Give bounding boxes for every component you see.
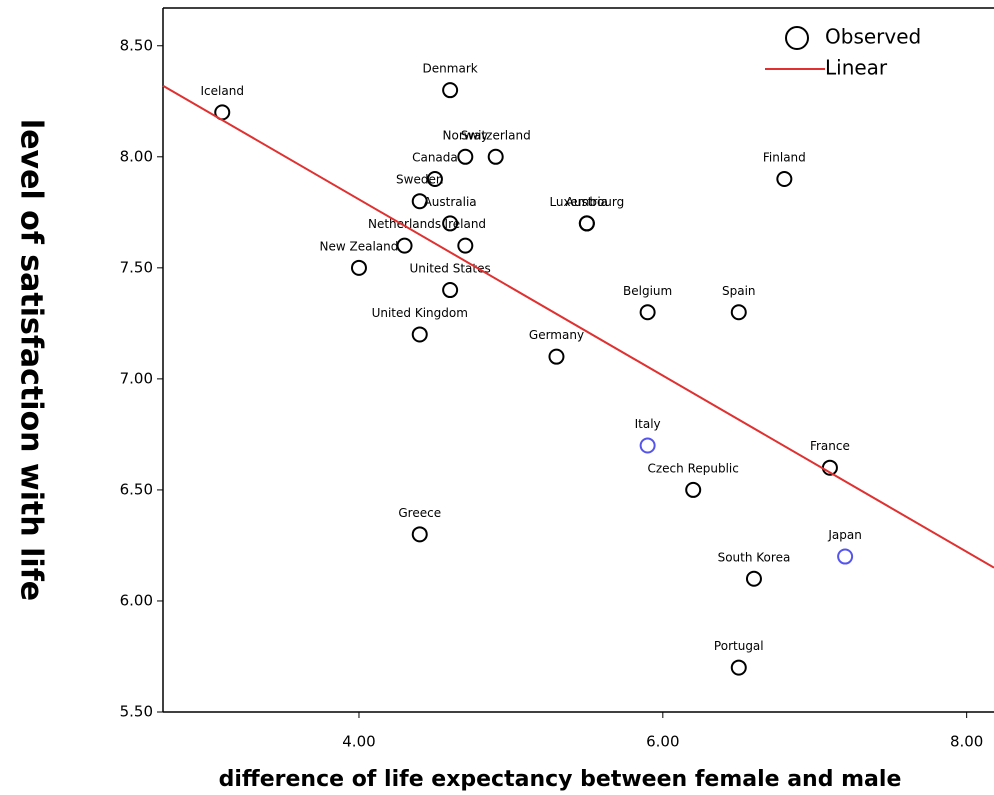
y-tick-label: 6.00 [120,591,153,609]
point-label: Belgium [623,284,672,298]
point [442,215,459,232]
point [411,526,428,543]
point [426,171,443,188]
point [730,659,747,676]
point-label: Norway [443,128,489,142]
point [837,548,854,565]
point-label: Ireland [445,217,487,231]
point-label: Switzerland [461,128,531,142]
point-label: Denmark [423,62,478,76]
point-label: Iceland [201,84,244,98]
point [548,348,565,365]
point-label: Finland [763,151,806,165]
point [745,570,762,587]
point-label: France [810,439,850,453]
legend-symbol [785,26,809,50]
point [639,304,656,321]
point-label: United Kingdom [372,306,468,320]
y-tick-label: 5.50 [120,703,153,721]
x-tick-label: 6.00 [646,733,679,751]
point-label: Italy [635,417,661,431]
point-label: Portugal [714,639,764,653]
point-label: Austria [566,195,608,209]
x-axis-title: difference of life expectancy between fe… [219,767,902,792]
point-label: Czech Republic [648,461,739,475]
point-label: Australia [424,195,477,209]
point [442,82,459,99]
y-tick-label: 8.00 [120,147,153,165]
point [639,437,656,454]
point [578,215,595,232]
point-label: Japan [827,528,861,542]
point [411,193,428,210]
point-label: Spain [722,284,756,298]
point [411,326,428,343]
y-tick-label: 7.50 [120,258,153,276]
point [730,304,747,321]
point [487,148,504,165]
point-label: Sweden [396,173,443,187]
y-axis-title: level of satisfaction with life [14,119,49,601]
y-tick-label: 8.50 [120,36,153,54]
x-tick-label: 8.00 [950,733,983,751]
point [685,481,702,498]
point-label: Luxembourg [549,195,624,209]
point [776,171,793,188]
point [396,237,413,254]
point-label: Canada [412,151,458,165]
fit-line [162,84,994,569]
legend-label: Observed [825,25,921,49]
y-tick-label: 7.00 [120,369,153,387]
y-tick-label: 6.50 [120,480,153,498]
point-label: New Zealand [320,239,399,253]
point [442,282,459,299]
point-label: Germany [529,328,584,342]
point [457,148,474,165]
point-label: South Korea [718,550,791,564]
point-label: Greece [398,506,441,520]
point-label: Netherlands [368,217,441,231]
point [457,237,474,254]
x-tick-label: 4.00 [342,733,375,751]
point [350,259,367,276]
legend-label: Linear [825,56,888,80]
